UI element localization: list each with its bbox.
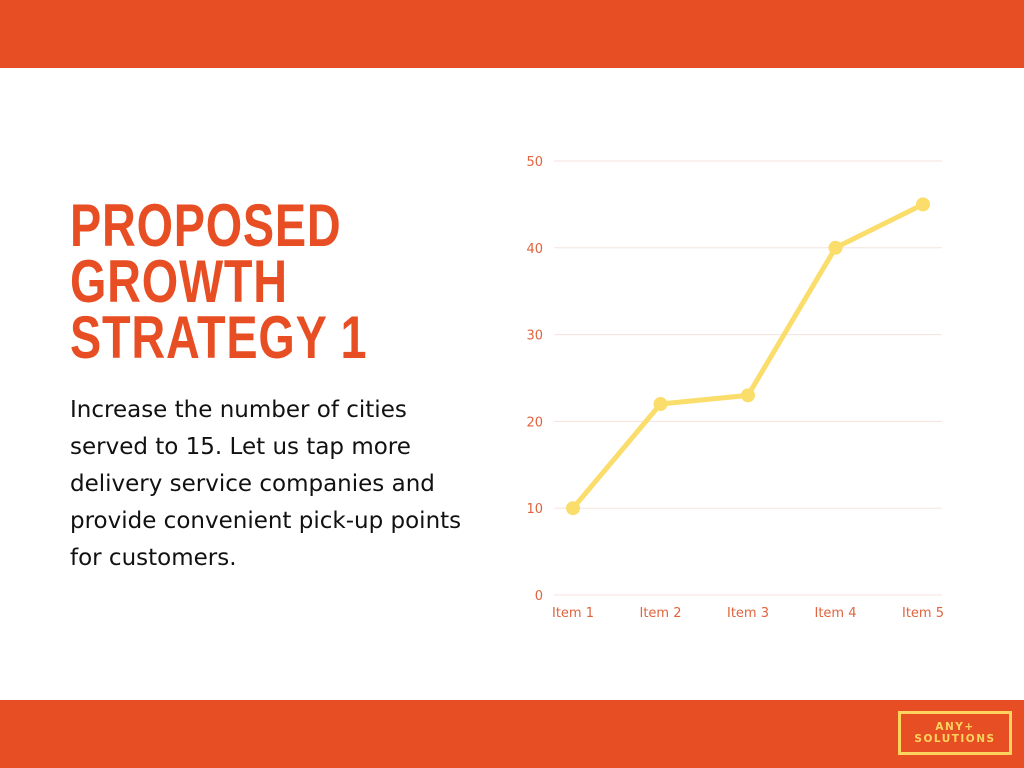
y-tick-label: 40 (526, 242, 543, 257)
slide-title: PROPOSED GROWTH STRATEGY 1 (70, 192, 398, 371)
x-tick-label: Item 3 (727, 606, 769, 621)
top-banner (0, 0, 1024, 68)
logo-line-2: SOLUTIONS (914, 733, 996, 745)
x-tick-label: Item 2 (640, 606, 682, 621)
x-tick-label: Item 4 (815, 606, 857, 621)
y-tick-label: 0 (535, 589, 543, 604)
x-tick-label: Item 1 (552, 606, 594, 621)
y-tick-label: 50 (526, 155, 543, 170)
data-point (566, 501, 580, 516)
title-line: STRATEGY 1 (70, 304, 368, 371)
y-tick-label: 30 (526, 329, 543, 344)
data-point (741, 388, 755, 403)
data-point (828, 240, 843, 255)
title-line: GROWTH (70, 248, 288, 315)
data-point (916, 197, 930, 212)
y-tick-label: 10 (526, 502, 543, 517)
company-logo: ANY+ SOLUTIONS (898, 711, 1012, 755)
slide-body-text: Increase the number of cities served to … (70, 397, 462, 571)
logo-line-1: ANY+ (935, 721, 975, 733)
data-point (653, 397, 668, 412)
title-line: PROPOSED (70, 192, 342, 259)
bottom-banner (0, 700, 1024, 768)
x-tick-label: Item 5 (902, 606, 944, 621)
series-line (571, 202, 925, 510)
y-tick-label: 20 (526, 415, 543, 430)
